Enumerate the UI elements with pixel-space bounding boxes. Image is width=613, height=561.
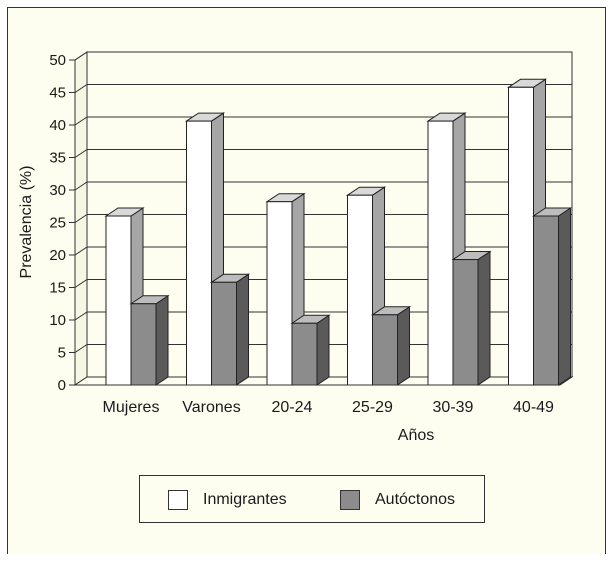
bar-front [291, 322, 318, 386]
legend-swatch-inmigrantes [168, 490, 188, 510]
y-tick-label: 35 [49, 150, 66, 167]
bar-inmigrantes [265, 192, 306, 386]
y-tick-label: 15 [49, 280, 66, 297]
gridline [74, 116, 572, 126]
bar-front [211, 281, 237, 386]
y-tick-label: 25 [49, 215, 66, 232]
y-tick-label: 20 [49, 247, 66, 264]
bar-front [130, 303, 157, 386]
gridline [74, 181, 572, 191]
bar-front [186, 120, 212, 386]
bar-front [452, 259, 479, 386]
gridline [74, 214, 572, 223]
bar-autoctonos [370, 305, 412, 386]
bar-side [477, 250, 491, 386]
y-tick-label: 5 [58, 345, 66, 362]
bar-front [508, 86, 534, 386]
y-tick-label: 50 [49, 52, 66, 69]
y-tick-label: 10 [49, 312, 66, 329]
x-tick-label: 30-39 [433, 399, 474, 416]
bar-autoctonos [531, 207, 573, 386]
x-tick-label: Varones [182, 399, 240, 416]
bar-front [427, 120, 454, 386]
bar-inmigrantes [104, 207, 145, 386]
legend-label-inmigrantes: Inmigrantes [203, 491, 287, 508]
bar-side [236, 273, 249, 386]
y-tick-label: 30 [49, 182, 66, 199]
y-tick-label: 0 [58, 377, 66, 394]
legend-label-autoctonos: Autóctonos [375, 491, 456, 508]
y-tick-label: 45 [49, 85, 66, 102]
gridline [74, 246, 572, 256]
legend-item-inmigrantes: Inmigrantes [168, 488, 287, 512]
gridline [74, 311, 572, 321]
gridline [74, 149, 572, 158]
bar-front [105, 215, 132, 386]
x-tick-label: Mujeres [103, 399, 160, 416]
legend: Inmigrantes Autóctonos [139, 475, 485, 523]
bar-autoctonos [290, 314, 331, 386]
gridline [74, 51, 572, 61]
legend-item-autoctonos: Autóctonos [340, 488, 455, 512]
bar-side [397, 305, 410, 386]
bar-front [347, 194, 373, 386]
bar-front [266, 201, 293, 386]
bar-side [155, 294, 169, 386]
bar-autoctonos [129, 294, 170, 386]
y-tick-label: 40 [49, 117, 66, 134]
bar-side [316, 314, 330, 386]
gridline [74, 279, 572, 288]
x-tick-label: 25-29 [352, 399, 393, 416]
x-axis: Mujeres Varones 20-24 25-29 30-39 40-49 [75, 384, 560, 416]
bar-front [372, 314, 398, 386]
bar-side [558, 207, 571, 386]
gridlines [74, 51, 572, 353]
x-tick-label: 20-24 [272, 399, 313, 416]
bar-autoctonos [209, 273, 251, 386]
bar-autoctonos [451, 250, 492, 386]
y-axis: 0 5 10 15 20 25 30 35 40 45 50 [49, 52, 76, 394]
x-axis-label: Años [398, 427, 434, 444]
gridline [74, 344, 572, 353]
y-axis-label: Prevalencia (%) [18, 166, 35, 279]
gridline [74, 84, 572, 93]
bars [104, 78, 573, 386]
bar-front [533, 215, 559, 386]
legend-swatch-autoctonos [340, 490, 360, 510]
x-tick-label: 40-49 [513, 399, 554, 416]
